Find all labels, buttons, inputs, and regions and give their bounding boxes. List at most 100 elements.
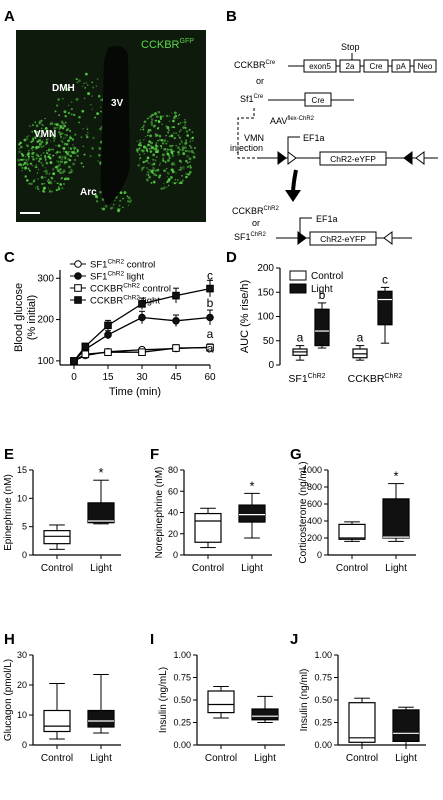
data-point [104, 331, 112, 339]
gfp-dot [53, 126, 57, 130]
gfp-dot [142, 145, 146, 149]
gfp-dot [147, 143, 150, 147]
gfp-dot [145, 136, 147, 138]
gfp-dot [167, 129, 170, 131]
gfp-dot [161, 142, 165, 145]
gfp-dot [41, 182, 44, 186]
legend-label: Light [311, 284, 333, 295]
gfp-dot [138, 139, 142, 142]
y-axis-title: AUC (% rise/h) [239, 280, 251, 353]
gfp-dot [29, 125, 31, 127]
gfp-dot [54, 123, 56, 125]
gfp-dot [178, 159, 182, 163]
gfp-dot [119, 191, 123, 195]
gfp-dot [81, 109, 85, 113]
gfp-dot [167, 178, 171, 182]
y-tick-label: 5 [22, 522, 27, 532]
gfp-dot [23, 162, 27, 165]
gfp-dot [188, 150, 191, 153]
gfp-dot [75, 78, 78, 81]
gfp-dot [74, 147, 76, 149]
gfp-dot [183, 146, 187, 149]
gfp-dot [59, 183, 62, 186]
gfp-dot [49, 153, 51, 156]
gfp-dot [157, 120, 161, 124]
gfp-dot [148, 175, 151, 179]
box-chr2-eyfp-2-label: ChR2-eYFP [320, 234, 366, 244]
gfp-dot [99, 99, 102, 101]
gfp-dot [142, 160, 145, 164]
gfp-dot [57, 169, 60, 173]
gfp-dot [42, 124, 44, 127]
legend-name: SF1 [90, 272, 107, 283]
image-label: CCKBRGFP [141, 38, 194, 51]
gfp-dot [96, 112, 99, 115]
legend-marker [74, 296, 82, 304]
gfp-dot [44, 154, 46, 157]
loxp-1 [277, 151, 287, 165]
gfp-dot [57, 144, 61, 148]
gfp-dot [44, 158, 47, 161]
gfp-dot [56, 182, 59, 185]
panel-letter: F [150, 446, 159, 463]
gfp-dot [173, 163, 176, 166]
gfp-dot [160, 145, 163, 148]
gfp-dot [192, 136, 194, 139]
gfp-dot [177, 179, 179, 181]
gfp-dot [26, 137, 29, 141]
gfp-dot [34, 166, 36, 168]
gfp-dot [177, 146, 180, 150]
gfp-dot [167, 159, 170, 162]
gfp-dot [145, 174, 148, 176]
gfp-dot [63, 142, 67, 146]
gfp-dot [85, 82, 88, 84]
y-tick-label: 200 [257, 263, 274, 274]
gfp-dot [63, 170, 66, 173]
gfp-dot [30, 182, 33, 186]
gfp-dot [168, 148, 170, 151]
gfp-dot [72, 152, 74, 154]
y-tick-label: 0 [268, 360, 274, 371]
gfp-dot [59, 151, 62, 154]
gfp-dot [175, 145, 177, 147]
gfp-dot [22, 163, 25, 166]
gfp-dot [184, 149, 187, 153]
gfp-dot [54, 110, 57, 113]
gfp-dot [95, 85, 98, 87]
gfp-dot [181, 175, 183, 177]
gfp-dot [171, 154, 175, 158]
gfp-dot [147, 130, 150, 134]
legend-label: CCKBRChR2 control [90, 283, 171, 295]
gfp-dot [47, 187, 50, 189]
gfp-dot [31, 164, 33, 167]
box-chr2-eyfp-2 [309, 231, 377, 246]
gfp-dot [173, 150, 175, 152]
gfp-dot [104, 204, 108, 208]
gfp-dot [92, 86, 95, 89]
gfp-dot [44, 169, 48, 173]
gfp-dot [147, 129, 150, 132]
injection-label: injection [230, 143, 263, 153]
gfp-dot [179, 181, 183, 185]
gfp-dot [129, 199, 133, 202]
gfp-dot [77, 79, 81, 83]
gfp-dot [50, 182, 53, 185]
gfp-dot [31, 152, 35, 155]
gfp-dot [174, 114, 178, 118]
gfp-dot [60, 177, 63, 180]
gfp-dot [36, 146, 39, 149]
gfp-dot [156, 134, 159, 137]
gfp-dot [61, 160, 64, 163]
gfp-dot [28, 168, 30, 170]
gfp-dot [142, 128, 145, 131]
gfp-dot [188, 157, 192, 161]
gfp-dot [45, 161, 49, 165]
gfp-dot [151, 164, 154, 166]
gfp-dot [167, 184, 170, 187]
gfp-dot [47, 149, 51, 152]
gfp-dot [186, 134, 189, 137]
gfp-dot [40, 175, 44, 179]
loxp-2 [403, 151, 413, 165]
gfp-dot [60, 139, 63, 142]
